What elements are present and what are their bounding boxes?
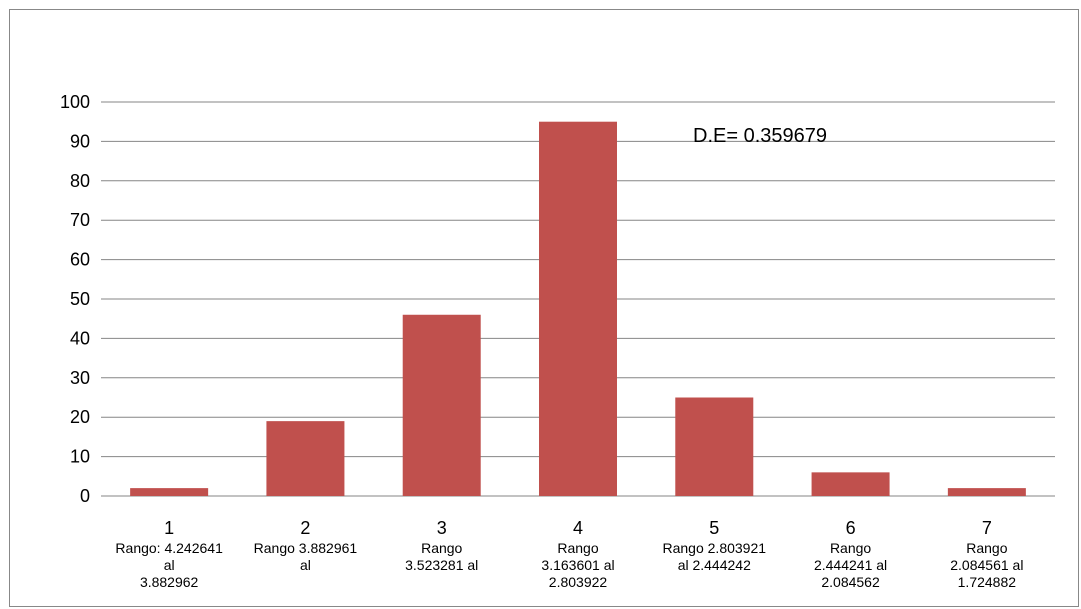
- bars: [130, 121, 1026, 496]
- x-category-description: 2.084562: [821, 574, 880, 590]
- x-category-number: 7: [982, 518, 992, 538]
- y-tick-label: 60: [70, 250, 90, 270]
- y-tick-label: 0: [80, 486, 90, 506]
- bar-2: [266, 421, 345, 496]
- bar-7: [947, 488, 1026, 496]
- x-category-description: Rango: 4.242641: [115, 540, 223, 556]
- bar-6: [811, 472, 890, 496]
- x-category-number: 4: [573, 518, 583, 538]
- x-category-description: 2.444241 al: [814, 557, 887, 573]
- y-tick-label: 70: [70, 210, 90, 230]
- x-category-description: 2.803922: [549, 574, 608, 590]
- x-category-description: Rango: [830, 540, 871, 556]
- x-category-number: 5: [709, 518, 719, 538]
- y-tick-label: 40: [70, 328, 90, 348]
- x-category-description: al 2.444242: [678, 557, 751, 573]
- x-category-description: Rango: [557, 540, 598, 556]
- y-tick-label: 80: [70, 171, 90, 191]
- bar-3: [402, 314, 481, 496]
- x-category-number: 2: [300, 518, 310, 538]
- x-category-description: al: [164, 557, 175, 573]
- y-tick-label: 90: [70, 131, 90, 151]
- x-category-number: 3: [437, 518, 447, 538]
- y-tick-label: 20: [70, 407, 90, 427]
- x-category-number: 1: [164, 518, 174, 538]
- x-category-description: Rango: [966, 540, 1007, 556]
- x-category-description: 3.882962: [140, 574, 199, 590]
- y-axis-tick-labels: 0 10 20 30 40 50 60 70 80 90 100: [60, 92, 90, 506]
- bar-5: [675, 397, 754, 496]
- x-category-description: al: [300, 557, 311, 573]
- x-category-description: 1.724882: [958, 574, 1017, 590]
- y-tick-label: 10: [70, 447, 90, 467]
- bar-4: [539, 121, 617, 496]
- bar-1: [130, 488, 209, 496]
- x-category-description: 3.163601 al: [541, 557, 614, 573]
- x-category-description: 2.084561 al: [950, 557, 1023, 573]
- x-category-description: Rango: [421, 540, 462, 556]
- y-tick-label: 30: [70, 368, 90, 388]
- x-category-number: 6: [846, 518, 856, 538]
- x-category-description: Rango 3.882961: [254, 540, 358, 556]
- x-category-description: Rango 2.803921: [663, 540, 767, 556]
- std-dev-annotation: D.E= 0.359679: [693, 125, 827, 147]
- y-tick-label: 100: [60, 92, 90, 112]
- y-tick-label: 50: [70, 289, 90, 309]
- x-category-description: 3.523281 al: [405, 557, 478, 573]
